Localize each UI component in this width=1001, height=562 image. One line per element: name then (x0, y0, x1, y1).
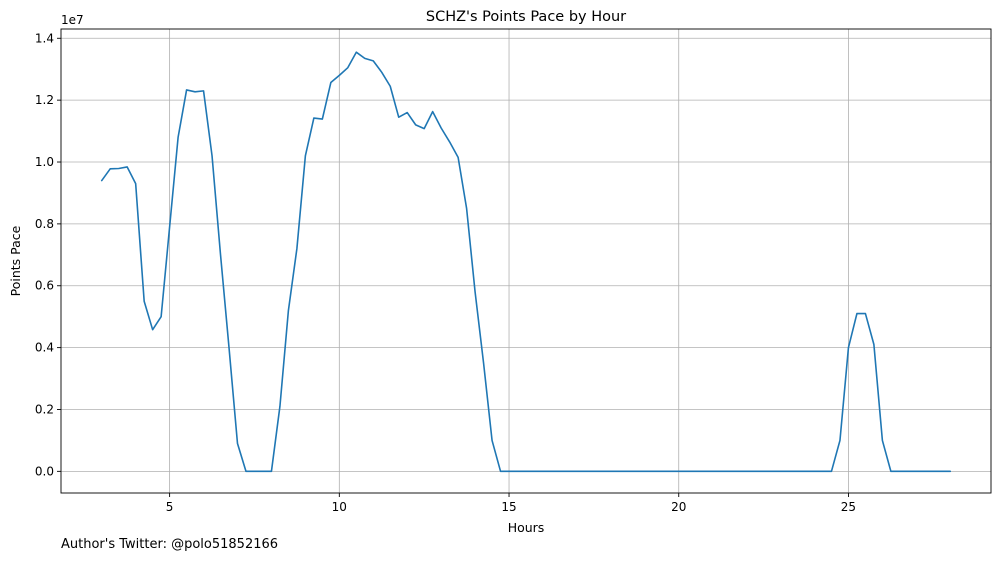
y-tick-label: 1.2 (35, 93, 54, 107)
y-axis-label: Points Pace (8, 225, 23, 296)
author-footnote: Author's Twitter: @polo51852166 (61, 537, 279, 552)
x-tick-label: 25 (841, 500, 856, 514)
x-tick-label: 20 (671, 500, 686, 514)
ticks: 5 10 15 20 25 0.0 0.2 0.4 0.6 0.8 1.0 1.2 1.4 (35, 31, 856, 514)
x-tick-label: 5 (166, 500, 174, 514)
plot-frame (60, 28, 992, 494)
y-tick-label: 1.0 (35, 155, 54, 169)
y-tick-label: 0.4 (35, 341, 54, 355)
y-offset-label: 1e7 (61, 13, 84, 27)
x-axis-label: Hours (508, 520, 545, 535)
y-tick-label: 1.4 (35, 31, 54, 45)
y-tick-label: 0.6 (35, 279, 54, 293)
x-tick-label: 15 (501, 500, 516, 514)
chart-title: SCHZ's Points Pace by Hour (426, 9, 626, 25)
series-line (100, 51, 952, 473)
y-tick-label: 0.8 (35, 217, 54, 231)
y-tick-label: 0.2 (35, 402, 54, 416)
x-tick-label: 10 (332, 500, 347, 514)
y-tick-label: 0.0 (35, 464, 54, 478)
grid (61, 29, 991, 493)
